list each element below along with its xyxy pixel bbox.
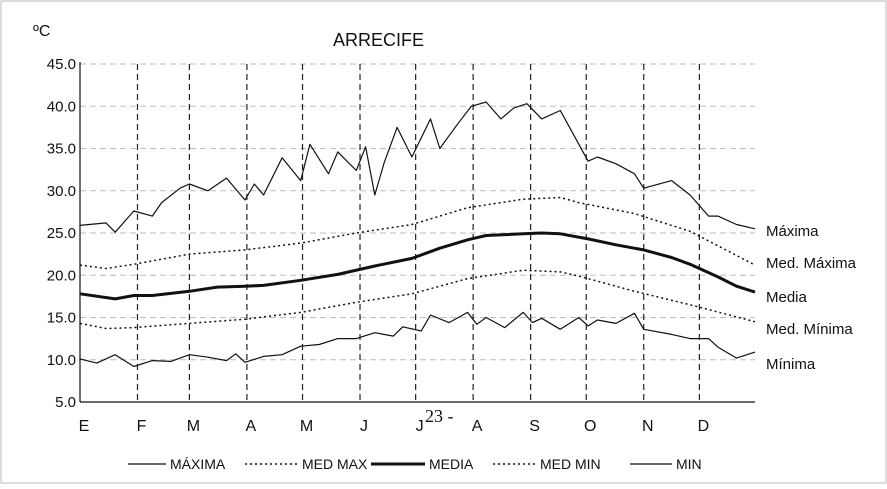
x-tick-label: S: [529, 418, 540, 435]
legend-label-min: MIN: [676, 456, 702, 472]
y-tick-label: 25.0: [47, 225, 76, 242]
end-label-maxima: Máxima: [766, 223, 819, 240]
y-tick-label: 35.0: [47, 141, 76, 158]
legend-label-maxima: MÁXIMA: [170, 456, 226, 472]
y-tick-label: 10.0: [47, 352, 76, 369]
x-tick-label: A: [472, 418, 483, 435]
end-label-med-maxima: Med. Máxima: [766, 255, 857, 272]
x-tick-label: M: [300, 418, 313, 435]
end-labels: Máxima Med. Máxima Media Med. Mínima Mín…: [766, 223, 857, 373]
x-tick-label: A: [246, 418, 257, 435]
series-line-med-max: [79, 196, 756, 270]
x-tick-label: O: [584, 418, 596, 435]
y-unit-label: ºC: [33, 23, 50, 40]
series-layer: [79, 101, 756, 368]
x-tick-label: E: [79, 418, 90, 435]
legend: MÁXIMA MED MAX MEDIA MED MIN MIN: [128, 456, 702, 472]
x-tick-label: J: [360, 418, 368, 435]
axis-layer: 45.0 40.0 35.0 30.0 25.0 20.0 15.0 10.0 5.0E F M A M…: [47, 56, 755, 435]
chart-title: ARRECIFE: [333, 30, 424, 50]
series-line-m-xima: [79, 101, 756, 233]
legend-label-med-min: MED MIN: [540, 456, 601, 472]
end-label-minima: Mínima: [766, 356, 816, 373]
y-tick-label: 5.0: [55, 394, 76, 411]
y-tick-label: 30.0: [47, 183, 76, 200]
end-label-media: Media: [766, 289, 808, 306]
end-label-med-minima: Med. Mínima: [766, 321, 853, 338]
legend-label-media: MEDIA: [429, 456, 474, 472]
y-tick-label: 40.0: [47, 98, 76, 115]
series-line-min: [79, 311, 756, 368]
x-tick-label: J: [416, 418, 424, 435]
grid-layer: [80, 63, 755, 402]
x-tick-label: M: [187, 418, 200, 435]
y-tick-label: 45.0: [47, 56, 76, 73]
y-tick-label: 20.0: [47, 267, 76, 284]
page-number: 23 -: [425, 406, 454, 426]
series-line-media: [79, 231, 756, 301]
x-tick-label: N: [642, 418, 654, 435]
x-tick-label: D: [698, 418, 710, 435]
y-tick-label: 15.0: [47, 310, 76, 327]
x-tick-label: F: [137, 418, 147, 435]
legend-label-med-max: MED MAX: [302, 456, 368, 472]
